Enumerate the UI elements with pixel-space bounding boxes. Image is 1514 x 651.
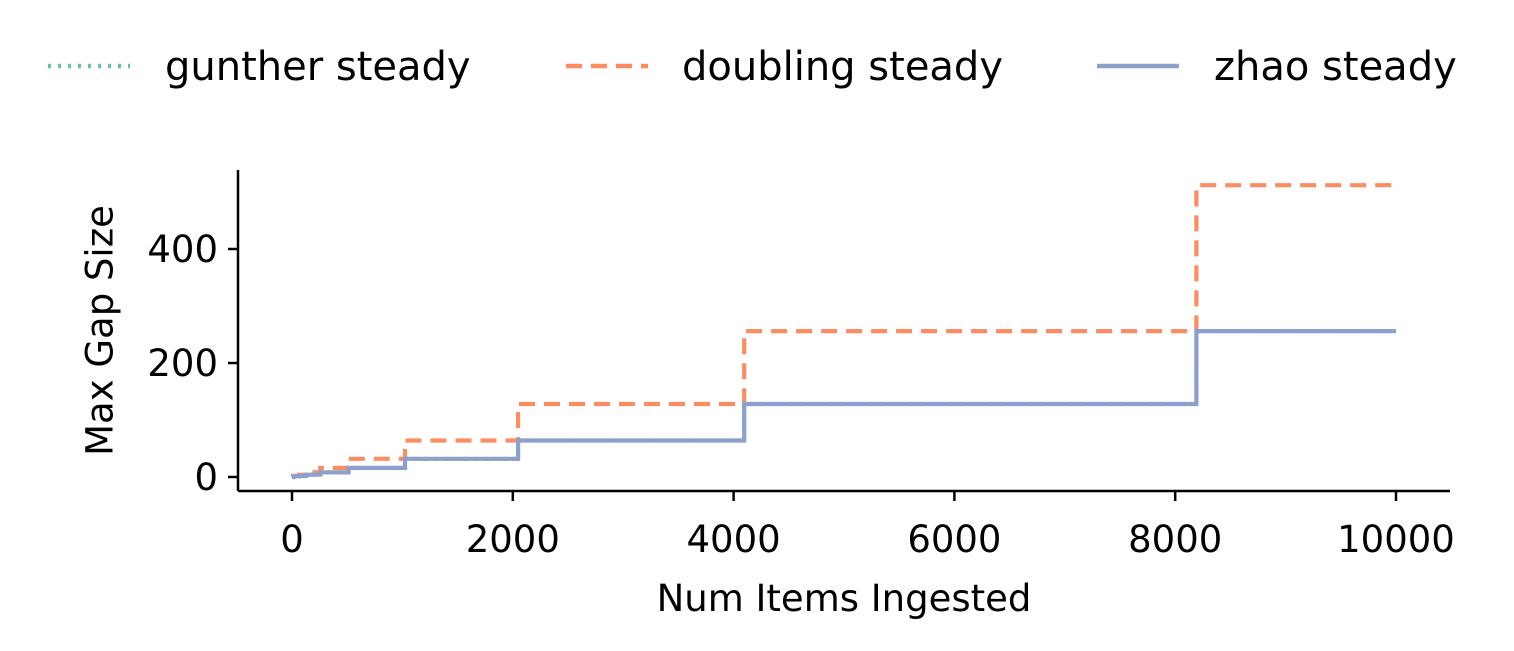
- legend: gunther steady doubling steady zhao steady: [48, 44, 1457, 90]
- x-tick-label: 4000: [687, 518, 781, 561]
- plot-area: [291, 183, 1396, 480]
- x-tick-label: 8000: [1128, 518, 1222, 561]
- legend-item-gunther-steady: gunther steady: [48, 44, 471, 90]
- series-line-zhao-steady: [291, 329, 1396, 480]
- x-tick-label: 6000: [907, 518, 1001, 561]
- x-axis-label: Num Items Ingested: [657, 577, 1032, 620]
- legend-label: doubling steady: [682, 44, 1003, 90]
- y-tick-label: 200: [147, 342, 218, 385]
- y-tick-label: 0: [194, 456, 218, 499]
- legend-label: gunther steady: [165, 44, 471, 90]
- legend-item-zhao-steady: zhao steady: [1097, 44, 1457, 90]
- x-tick-label: 0: [280, 518, 304, 561]
- legend-label: zhao steady: [1214, 44, 1457, 90]
- legend-item-doubling-steady: doubling steady: [566, 44, 1003, 90]
- axes: 0 2000 4000 6000 8000 10000 0 200 400: [147, 170, 1455, 561]
- x-tick-label: 10000: [1337, 518, 1455, 561]
- y-tick-label: 400: [147, 228, 218, 271]
- x-tick-label: 2000: [466, 518, 560, 561]
- y-axis-label: Max Gap Size: [79, 205, 122, 456]
